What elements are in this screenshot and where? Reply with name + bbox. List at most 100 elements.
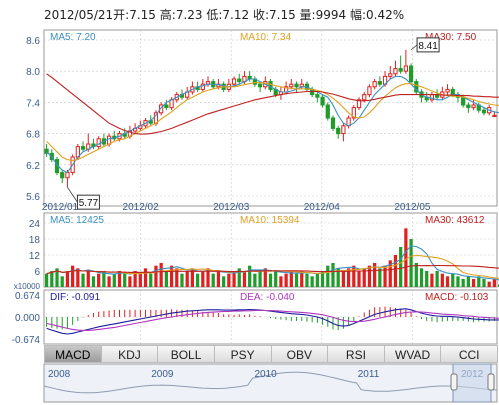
tab-obv[interactable]: OBV <box>271 345 329 363</box>
volume-bar <box>310 276 314 287</box>
volume-bar <box>185 271 189 287</box>
volume-bar <box>414 263 418 287</box>
volume-bar <box>300 271 304 287</box>
volume-bar <box>279 276 283 287</box>
price-y-tick: 8.0 <box>26 67 40 78</box>
volume-ma30-line <box>46 264 499 275</box>
volume-bar <box>487 281 491 287</box>
price-y-tick: 8.6 <box>26 36 40 47</box>
volume-bar <box>461 279 465 287</box>
annotation-box <box>76 194 100 210</box>
date-x-tick: 2012/01 <box>42 202 79 213</box>
volume-bar <box>336 268 340 287</box>
open-value: 7.15 <box>129 8 156 22</box>
price-y-tick: 5.6 <box>26 192 40 203</box>
price-panel-frame <box>43 29 498 207</box>
candle-body <box>237 78 242 83</box>
volume-bar <box>357 271 361 287</box>
volume-bar <box>159 263 163 287</box>
volume-bar <box>268 273 273 287</box>
volume-bar <box>331 263 335 287</box>
volume-bar <box>419 268 424 287</box>
volume-bar <box>477 276 481 287</box>
volume-bar <box>409 239 413 287</box>
close-label: 收: <box>252 8 269 22</box>
volume-bar <box>112 273 116 287</box>
high-value: 7.23 <box>175 8 203 22</box>
volume-y-tick: 18 <box>29 235 41 246</box>
quote-date: 2012/05/21 <box>44 8 114 22</box>
volume-bar <box>373 263 377 287</box>
volume-bar <box>190 268 195 287</box>
candle-body <box>403 65 408 72</box>
volume-bar <box>232 271 236 287</box>
volume-label: 量: <box>299 8 316 22</box>
close-value: 7.15 <box>269 8 296 22</box>
candle-body <box>414 81 419 93</box>
volume-bar <box>195 273 200 287</box>
volume-bar <box>169 265 174 287</box>
volume-bar <box>211 273 215 287</box>
tab-rsi[interactable]: RSI <box>328 345 385 363</box>
overview-history-line <box>43 371 498 394</box>
volume-bar <box>76 268 80 287</box>
date-x-tick: 2012/02 <box>123 202 160 213</box>
volume-bar <box>466 276 470 287</box>
volume-bar <box>107 276 111 287</box>
tab-psy[interactable]: PSY <box>214 345 272 363</box>
volume-bar <box>133 271 137 287</box>
volume-bar <box>201 271 205 287</box>
volume-bar <box>60 276 64 287</box>
volume-bar <box>456 276 460 287</box>
volume-bar <box>341 271 346 287</box>
macd-y-tick: -0.674 <box>12 335 41 346</box>
tab-kdj[interactable]: KDJ <box>101 345 159 363</box>
volume-bar <box>237 268 241 287</box>
tab-wvad[interactable]: WVAD <box>384 345 442 363</box>
candle-body <box>257 83 263 88</box>
legend-label: DIF: -0.091 <box>50 292 100 303</box>
volume-bar <box>263 268 267 287</box>
volume-bar <box>222 276 226 287</box>
legend-label: MA5: 7.20 <box>50 32 96 43</box>
candle-body <box>356 99 362 109</box>
price-ma10-line <box>46 82 499 162</box>
volume-bar <box>81 273 85 287</box>
volume-bar <box>482 279 486 287</box>
legend-label: MACD: -0.103 <box>425 292 489 303</box>
tab-boll[interactable]: BOLL <box>158 345 215 363</box>
legend-label: DEA: -0.040 <box>240 292 295 303</box>
volume-bar <box>154 265 158 287</box>
volume-bar <box>284 273 288 287</box>
volume-bar <box>352 265 356 287</box>
tab-macd[interactable]: MACD <box>44 345 102 363</box>
overview-year-label: 2011 <box>358 369 380 380</box>
volume-y-tick: 12 <box>29 251 41 262</box>
legend-label: MA30: 7.50 <box>425 32 477 43</box>
legend-label: MA10: 7.34 <box>240 32 292 43</box>
candle-body <box>492 114 497 117</box>
volume-bar <box>143 268 148 287</box>
volume-bar <box>227 273 231 287</box>
volume-bar <box>138 273 142 287</box>
candle-body <box>200 83 205 90</box>
price-ma30-line <box>46 73 499 135</box>
volume-bar <box>497 284 499 287</box>
volume-bar <box>242 271 247 287</box>
legend-label: MA5: 12425 <box>50 215 104 226</box>
change-label: 幅: <box>349 8 367 22</box>
overview-left-handle <box>450 373 458 391</box>
candle-body <box>325 104 330 119</box>
volume-bar <box>149 273 153 287</box>
volume-bar <box>71 265 75 287</box>
overview-right-handle <box>487 373 495 391</box>
overview-selection-window <box>452 363 492 403</box>
tab-cci[interactable]: CCI <box>441 345 498 363</box>
volume-bar <box>97 273 101 287</box>
candle-body <box>408 65 414 83</box>
volume-bar <box>492 279 497 287</box>
volume-bar <box>399 247 403 287</box>
volume-bar <box>206 268 210 287</box>
